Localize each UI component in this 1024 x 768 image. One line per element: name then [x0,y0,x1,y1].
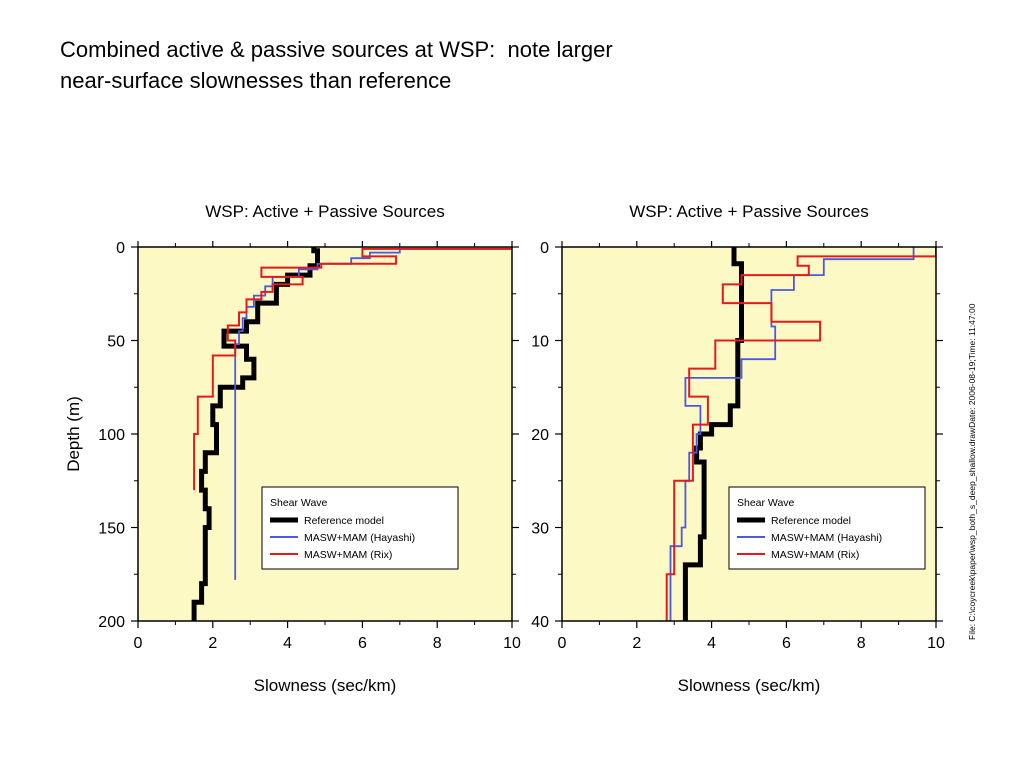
plot-frame [137,246,513,622]
chart-2: WSP: Active + Passive Sources 0 2 4 6 8 10 0 10 2… [531,202,945,695]
x-tick-label: 2 [632,635,641,652]
legend: Shear Wave Reference model MASW+MAM (Hayas… [261,486,459,570]
y-tick-label: 0 [540,240,549,257]
slide-title-line-2: near-surface slownesses than reference [60,68,452,93]
plot-frame [561,246,937,622]
slide-title-line-1: Combined active & passive sources at WSP… [60,37,613,62]
legend-entry-rix: MASW+MAM (Rix) [304,549,392,561]
y-tick-label: 50 [107,334,125,351]
x-tick-label: 0 [134,635,143,652]
chart-title: WSP: Active + Passive Sources [205,202,445,221]
x-tick-label: 2 [208,635,217,652]
legend: Shear Wave Reference model MASW+MAM (Hayas… [728,486,926,570]
y-tick-label: 200 [98,614,125,631]
legend-title: Shear Wave [270,497,328,509]
series-hayashi-line [669,247,915,621]
slide-title: Combined active & passive sources at WSP… [60,34,780,96]
legend-entry-hayashi: MASW+MAM (Hayashi) [771,532,882,544]
y-axis-label: Depth (m) [64,396,83,472]
y-tick-label: 0 [116,240,125,257]
legend-box [728,486,926,570]
x-tick-label: 8 [433,635,442,652]
legend-box [261,486,459,570]
file-path-note: File: C:\coycreek\paper\wsp_both_s_deep_… [967,303,977,640]
x-tick-label: 4 [707,635,716,652]
chart-title: WSP: Active + Passive Sources [629,202,869,221]
legend-title: Shear Wave [737,497,795,509]
y-tick-label: 30 [531,521,549,538]
series-rix-line [193,247,512,491]
legend-entry-hayashi: MASW+MAM (Hayashi) [304,532,415,544]
y-tick-label: 40 [531,614,549,631]
x-tick-label: 8 [857,635,866,652]
series-rix-line [665,247,936,621]
x-axis-label: Slowness (sec/km) [254,676,397,695]
y-tick-label: 150 [98,521,125,538]
legend-entry-rix: MASW+MAM (Rix) [771,549,859,561]
legend-entry-reference: Reference model [304,515,384,527]
x-tick-label: 6 [782,635,791,652]
x-tick-label: 4 [283,635,292,652]
y-tick-label: 100 [98,427,125,444]
legend-entry-reference: Reference model [771,515,851,527]
x-tick-label: 0 [558,635,567,652]
x-axis-label: Slowness (sec/km) [678,676,821,695]
y-tick-label: 20 [531,427,549,444]
x-tick-label: 10 [503,635,521,652]
x-tick-label: 6 [358,635,367,652]
y-tick-label: 10 [531,334,549,351]
x-tick-label: 10 [927,635,945,652]
